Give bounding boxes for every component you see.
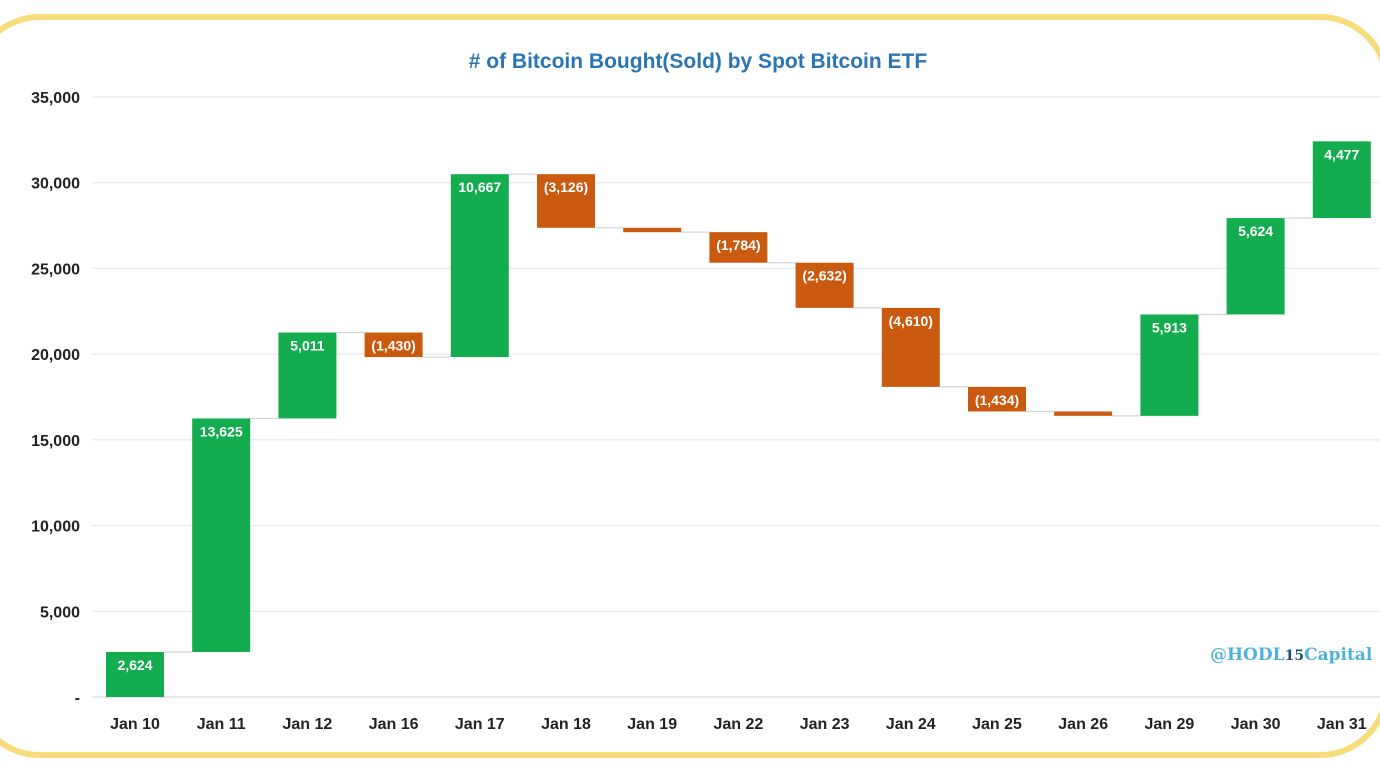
x-tick-label: Jan 18 bbox=[541, 716, 591, 733]
x-tick-label: Jan 25 bbox=[972, 716, 1022, 733]
y-tick-label: 15,000 bbox=[31, 433, 80, 450]
data-label: (2,632) bbox=[802, 268, 846, 284]
connector-lines bbox=[164, 173, 1313, 653]
bar bbox=[709, 232, 768, 263]
y-tick-label: - bbox=[75, 690, 80, 707]
credit-suffix: Capital bbox=[1304, 645, 1373, 665]
data-label: 5,913 bbox=[1152, 319, 1187, 335]
chart-title: # of Bitcoin Bought(Sold) by Spot Bitcoi… bbox=[469, 50, 928, 73]
x-tick-label: Jan 11 bbox=[197, 716, 246, 733]
bar bbox=[278, 332, 337, 419]
y-tick-label: 10,000 bbox=[31, 519, 80, 536]
x-tick-label: Jan 23 bbox=[800, 716, 850, 733]
y-tick-label: 35,000 bbox=[31, 90, 80, 107]
x-tick-label: Jan 16 bbox=[369, 716, 419, 733]
data-label: 2,624 bbox=[117, 657, 152, 673]
data-label: (3,126) bbox=[544, 179, 588, 195]
data-label: 4,477 bbox=[1324, 146, 1359, 162]
data-labels: 2,624 13,625 5,011 (1,430) 10,667 (3,126) (1,7… bbox=[117, 146, 1359, 673]
bar bbox=[1054, 411, 1113, 416]
bar bbox=[623, 227, 682, 233]
data-label: 13,625 bbox=[200, 423, 243, 439]
bar bbox=[537, 174, 595, 228]
data-label: 10,667 bbox=[458, 179, 501, 195]
y-tick-label: 30,000 bbox=[31, 176, 80, 193]
bars bbox=[106, 141, 1371, 697]
x-tick-label: Jan 31 bbox=[1317, 716, 1367, 733]
bar bbox=[881, 307, 940, 387]
x-tick-label: Jan 17 bbox=[455, 716, 505, 733]
x-tick-label: Jan 10 bbox=[110, 716, 160, 733]
credit-digits: 15 bbox=[1285, 648, 1304, 664]
data-label: (1,434) bbox=[975, 392, 1019, 408]
bar bbox=[364, 332, 423, 358]
bar bbox=[795, 262, 854, 308]
credit-prefix: @HODL bbox=[1210, 645, 1285, 665]
y-tick-label: 20,000 bbox=[31, 347, 80, 364]
y-tick-label: 5,000 bbox=[40, 604, 80, 621]
bar bbox=[450, 174, 509, 358]
x-tick-label: Jan 22 bbox=[713, 716, 763, 733]
x-tick-label: Jan 19 bbox=[627, 716, 677, 733]
y-axis: - 5,000 10,000 15,000 20,000 25,000 30,000 35,0… bbox=[31, 90, 80, 707]
data-label: 5,624 bbox=[1238, 223, 1273, 239]
x-tick-label: Jan 24 bbox=[886, 716, 936, 733]
credit-text: @HODL15Capital bbox=[1210, 645, 1373, 665]
y-tick-label: 25,000 bbox=[31, 261, 80, 278]
bar bbox=[1226, 218, 1285, 315]
data-label: (1,784) bbox=[716, 237, 760, 253]
bar bbox=[968, 386, 1026, 412]
data-label: (4,610) bbox=[889, 313, 933, 329]
x-tick-label: Jan 29 bbox=[1144, 716, 1194, 733]
data-label: (1,430) bbox=[371, 338, 415, 354]
bar bbox=[1312, 141, 1371, 219]
x-tick-label: Jan 26 bbox=[1058, 716, 1108, 733]
bar bbox=[192, 418, 251, 653]
data-label: 5,011 bbox=[290, 338, 324, 354]
x-tick-label: Jan 12 bbox=[282, 716, 332, 733]
bar bbox=[106, 652, 164, 697]
bar bbox=[1140, 314, 1199, 416]
x-axis: Jan 10 Jan 11 Jan 12 Jan 16 Jan 17 Jan 18 Jan … bbox=[110, 716, 1367, 733]
x-tick-label: Jan 30 bbox=[1231, 716, 1281, 733]
